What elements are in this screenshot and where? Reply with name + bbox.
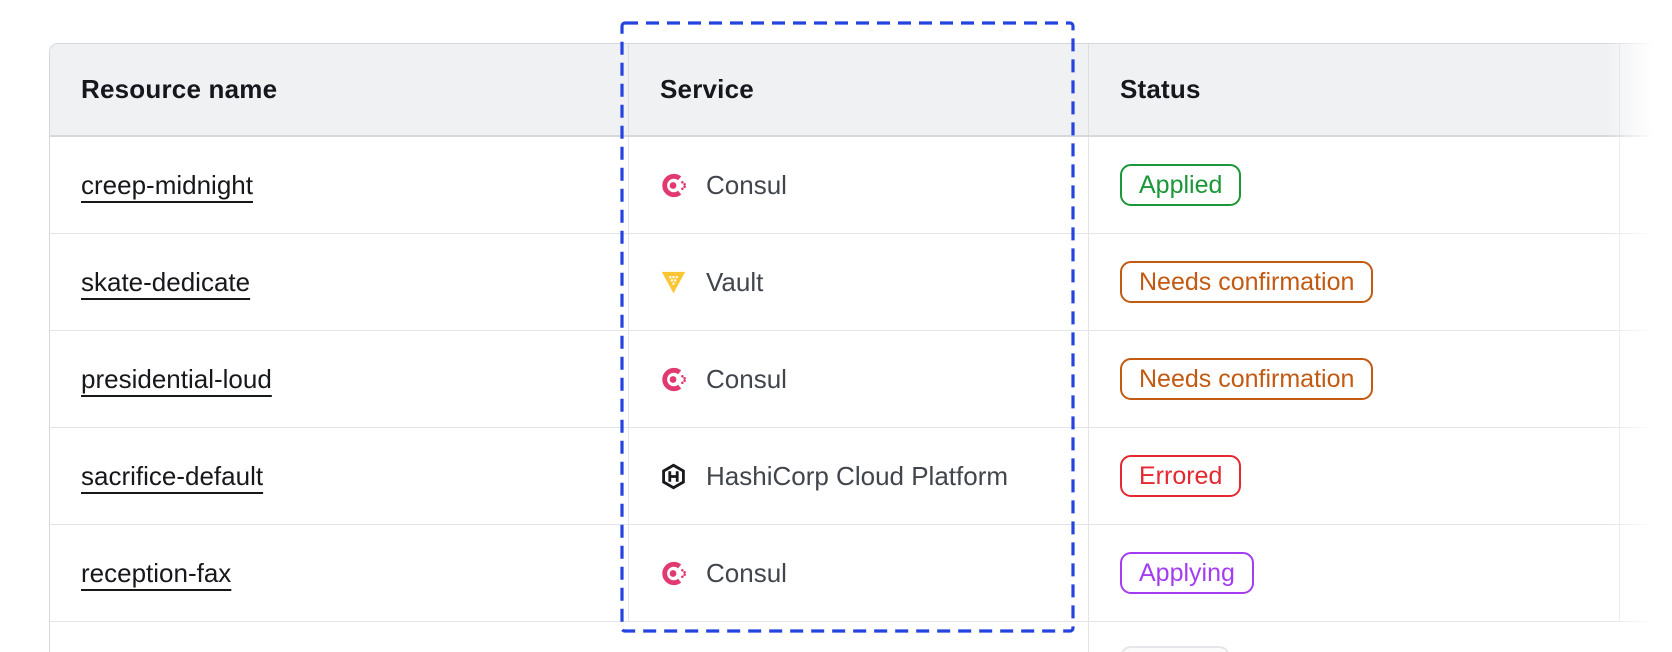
status-badge: Needs confirmation bbox=[1120, 358, 1374, 400]
column-header-status: Status bbox=[1088, 44, 1619, 135]
table-row[interactable]: skate-dedicate Vault Needs confirmation bbox=[50, 234, 1672, 331]
status-badge: Errored bbox=[1120, 455, 1242, 497]
resource-name-link[interactable]: presidential-loud bbox=[81, 363, 272, 394]
column-header-service: Service bbox=[628, 44, 1088, 135]
service-name-label: Consul bbox=[706, 169, 787, 200]
consul-icon bbox=[660, 172, 687, 199]
partial-status-badge bbox=[1120, 646, 1230, 652]
resource-name-link[interactable]: sacrifice-default bbox=[81, 460, 264, 491]
table-header-row: Resource name Service Status bbox=[50, 44, 1672, 137]
consul-icon bbox=[660, 560, 687, 587]
resource-name-link[interactable]: skate-dedicate bbox=[81, 266, 251, 297]
resources-table: Resource name Service Status creep-midni… bbox=[49, 43, 1672, 652]
status-badge: Needs confirmation bbox=[1120, 261, 1374, 303]
table-row-partial bbox=[50, 622, 1672, 652]
status-badge: Applying bbox=[1120, 552, 1254, 594]
service-name-label: Consul bbox=[706, 557, 787, 588]
table-row[interactable]: presidential-loud Consul Needs confirmat… bbox=[50, 331, 1672, 428]
table-row[interactable]: creep-midnight Consul Applied bbox=[50, 137, 1672, 234]
resource-name-link[interactable]: creep-midnight bbox=[81, 169, 253, 200]
vault-icon bbox=[660, 269, 687, 296]
table-body: creep-midnight Consul Applied skate-dedi… bbox=[50, 137, 1672, 652]
column-header-resource-name: Resource name bbox=[81, 74, 278, 104]
status-badge: Applied bbox=[1120, 164, 1242, 206]
hashicorp-icon bbox=[660, 463, 687, 490]
resource-name-link[interactable]: reception-fax bbox=[81, 557, 232, 588]
table-row[interactable]: sacrifice-default HashiCorp Cloud Platfo… bbox=[50, 428, 1672, 525]
table-row[interactable]: reception-fax Consul Applying bbox=[50, 525, 1672, 622]
column-header-stub bbox=[1619, 44, 1672, 135]
consul-icon bbox=[660, 366, 687, 393]
service-name-label: Consul bbox=[706, 363, 787, 394]
service-name-label: Vault bbox=[706, 266, 764, 297]
service-name-label: HashiCorp Cloud Platform bbox=[706, 460, 1009, 491]
